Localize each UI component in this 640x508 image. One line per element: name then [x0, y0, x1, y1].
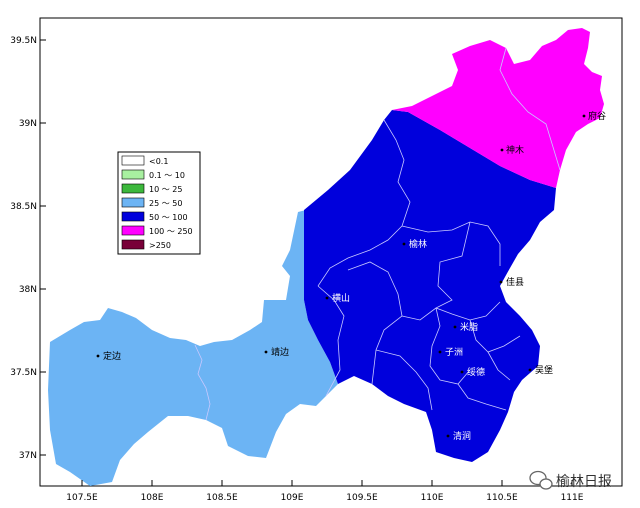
legend-swatch — [121, 169, 145, 180]
county-dot — [500, 148, 504, 152]
county-dot — [528, 368, 532, 372]
x-tick-label: 110E — [421, 493, 444, 503]
county-label-fugu: 府谷 — [588, 110, 606, 122]
county-label-jiaxian: 佳县 — [506, 276, 524, 288]
region-100-250 — [392, 28, 604, 188]
county-dot — [453, 325, 457, 329]
wechat-icon — [529, 470, 553, 490]
watermark-text: 榆林日报 — [556, 474, 612, 490]
county-dot — [438, 350, 442, 354]
legend-swatch — [121, 197, 145, 208]
legend-swatch — [121, 211, 145, 222]
y-tick-label: 37N — [19, 451, 37, 461]
x-tick-label: 108E — [141, 493, 164, 503]
county-label-yulin: 榆林 — [409, 238, 427, 250]
county-dot — [446, 434, 450, 438]
county-label-hengshan: 横山 — [332, 292, 350, 304]
legend-swatch — [121, 155, 145, 166]
y-tick-label: 38N — [19, 285, 37, 295]
legend-swatch — [121, 225, 145, 236]
county-dot — [96, 354, 100, 358]
county-label-suide: 绥德 — [467, 366, 485, 378]
legend-label: >250 — [149, 241, 171, 250]
legend-label: 100 ～ 250 — [149, 227, 193, 236]
county-label-dingbian: 定边 — [103, 350, 121, 362]
x-tick-label: 107.5E — [66, 493, 98, 503]
region-50-100 — [304, 110, 556, 462]
county-dot — [460, 370, 464, 374]
county-dot — [402, 242, 406, 246]
legend-label: <0.1 — [149, 157, 168, 166]
county-label-zizhou: 子洲 — [445, 347, 463, 358]
legend-label: 50 ～ 100 — [149, 213, 188, 222]
county-dot — [499, 280, 503, 284]
county-dot — [325, 296, 329, 300]
legend-label: 25 ～ 50 — [149, 199, 182, 208]
county-boundaries — [194, 47, 561, 421]
y-tick-label: 37.5N — [10, 368, 37, 378]
x-axis: 107.5E 108E 108.5E 109E 109.5E 110E 110.… — [66, 480, 584, 503]
x-tick-label: 108.5E — [206, 493, 238, 503]
county-label-shenmu: 神木 — [506, 144, 524, 156]
county-label-qingjian: 清涧 — [453, 430, 471, 442]
x-tick-label: 111E — [561, 493, 584, 503]
county-label-wubao: 吴堡 — [535, 364, 553, 376]
county-label-jingbian: 靖边 — [271, 346, 289, 358]
legend-swatch — [121, 183, 145, 194]
watermark: 榆林日报 — [529, 470, 612, 490]
region-25-50 — [48, 210, 338, 486]
legend: <0.1 0.1 ～ 10 10 ～ 25 25 ～ 50 50 ～ 100 1… — [117, 151, 201, 255]
x-tick-label: 110.5E — [486, 493, 518, 503]
county-dot — [264, 350, 268, 354]
legend-label: 10 ～ 25 — [149, 185, 182, 194]
legend-label: 0.1 ～ 10 — [149, 171, 185, 180]
county-markers: 府谷 神木 佳县 榆林 横山 米脂 子洲 绥德 吴堡 清涧 靖边 定边 — [96, 110, 606, 442]
y-axis: 39.5N 39N 38.5N 38N 37.5N 37N — [10, 36, 46, 461]
legend-swatch — [121, 239, 145, 250]
y-tick-label: 39N — [19, 119, 37, 129]
y-tick-label: 39.5N — [10, 36, 37, 46]
x-tick-label: 109.5E — [346, 493, 378, 503]
county-dot — [582, 114, 586, 118]
county-label-mizhi: 米脂 — [460, 321, 478, 333]
x-tick-label: 109E — [281, 493, 304, 503]
y-tick-label: 38.5N — [10, 202, 37, 212]
